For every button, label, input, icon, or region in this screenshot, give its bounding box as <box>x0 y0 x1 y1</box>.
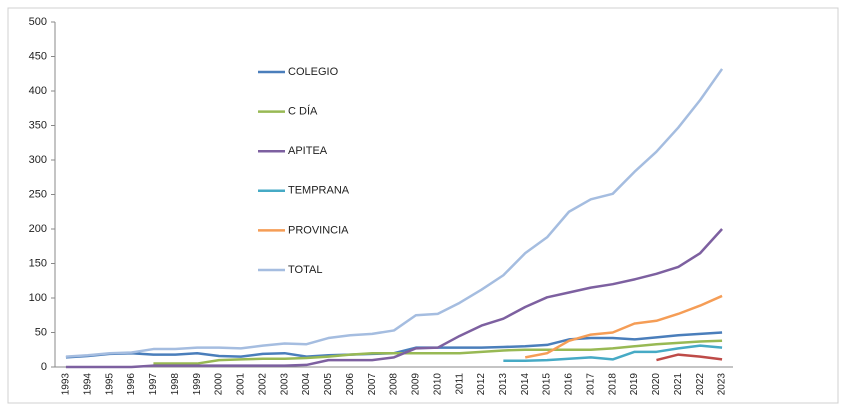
x-tick-label: 2010 <box>432 373 443 396</box>
x-tick-label: 1995 <box>104 373 115 396</box>
y-tick-label: 400 <box>29 85 47 97</box>
legend-label: C DÍA <box>288 105 318 118</box>
y-tick-label: 150 <box>29 257 47 269</box>
x-tick-label: 1997 <box>148 373 159 396</box>
x-tick-label: 2013 <box>498 373 509 396</box>
x-tick-label: 2014 <box>520 373 531 396</box>
x-tick-label: 1998 <box>170 373 181 396</box>
y-tick-label: 450 <box>29 50 47 62</box>
x-tick-label: 2012 <box>476 373 487 396</box>
y-tick-label: 100 <box>29 292 47 304</box>
series-line <box>524 294 723 359</box>
x-tick-label: 2017 <box>585 373 596 396</box>
x-tick-label: 2009 <box>411 373 422 396</box>
x-tick-label: 2003 <box>279 373 290 396</box>
x-tick-label: 1994 <box>82 373 93 396</box>
x-tick-label: 2001 <box>236 373 247 396</box>
y-tick-label: 250 <box>29 188 47 200</box>
x-tick-label: 2000 <box>214 373 225 396</box>
x-tick-label: 2011 <box>454 373 465 395</box>
x-tick-label: 2015 <box>542 373 553 396</box>
legend-label: TOTAL <box>288 264 322 276</box>
series-line <box>65 68 724 358</box>
x-tick-label: 2020 <box>651 373 662 396</box>
y-tick-label: 0 <box>41 361 47 373</box>
y-tick-label: 350 <box>29 119 47 131</box>
x-tick-label: 2007 <box>367 373 378 396</box>
x-tick-label: 2023 <box>717 373 728 396</box>
x-tick-label: 2022 <box>695 373 706 396</box>
series-line <box>656 353 723 362</box>
chart-frame <box>7 7 839 404</box>
x-tick-label: 2004 <box>301 373 312 396</box>
series-line <box>65 228 723 369</box>
x-tick-label: 2019 <box>629 373 640 396</box>
x-tick-label: 2016 <box>564 373 575 396</box>
legend-label: PROVINCIA <box>288 224 349 236</box>
x-tick-label: 2008 <box>389 373 400 396</box>
x-tick-label: 2018 <box>607 373 618 396</box>
x-tick-label: 2006 <box>345 373 356 396</box>
y-tick-label: 50 <box>35 326 47 338</box>
y-tick-label: 300 <box>29 154 47 166</box>
legend-label: APITEA <box>288 145 328 157</box>
legend-label: TEMPRANA <box>288 185 350 197</box>
x-tick-label: 1999 <box>192 373 203 396</box>
legend-label: COLEGIO <box>288 66 339 78</box>
x-tick-label: 1993 <box>61 373 72 396</box>
series-line <box>503 344 723 363</box>
x-tick-label: 2021 <box>673 373 684 396</box>
x-tick-label: 1996 <box>126 373 137 396</box>
series-line <box>153 339 723 365</box>
x-tick-label: 2005 <box>323 373 334 396</box>
y-tick-label: 200 <box>29 223 47 235</box>
x-tick-label: 2002 <box>257 373 268 396</box>
y-tick-label: 500 <box>29 16 47 28</box>
